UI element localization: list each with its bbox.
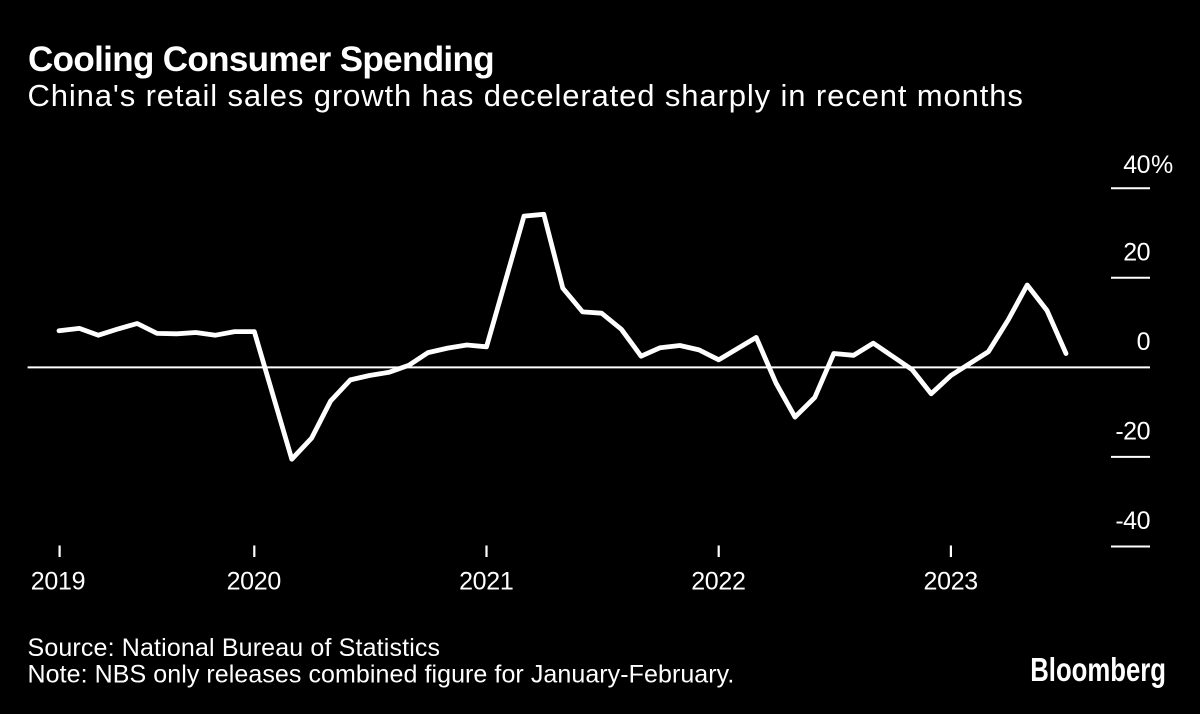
svg-text:-40: -40 xyxy=(1115,507,1150,535)
svg-text:China's retail sales growth ha: China's retail sales growth has decelera… xyxy=(28,78,1024,113)
svg-text:Note: NBS only releases combin: Note: NBS only releases combined figure … xyxy=(28,661,735,689)
svg-text:0: 0 xyxy=(1137,328,1150,356)
svg-text:Source: National Bureau of Sta: Source: National Bureau of Statistics xyxy=(28,634,441,662)
svg-text:2021: 2021 xyxy=(459,568,513,596)
svg-text:Cooling Consumer Spending: Cooling Consumer Spending xyxy=(28,40,494,79)
svg-text:2022: 2022 xyxy=(691,568,745,596)
svg-text:-20: -20 xyxy=(1115,417,1150,445)
svg-text:2023: 2023 xyxy=(923,568,977,596)
svg-text:%: % xyxy=(1151,151,1173,179)
svg-text:2020: 2020 xyxy=(227,568,281,596)
svg-text:2019: 2019 xyxy=(31,568,85,596)
svg-text:Bloomberg: Bloomberg xyxy=(1030,652,1166,689)
svg-text:40: 40 xyxy=(1123,151,1150,179)
svg-text:20: 20 xyxy=(1123,238,1150,266)
